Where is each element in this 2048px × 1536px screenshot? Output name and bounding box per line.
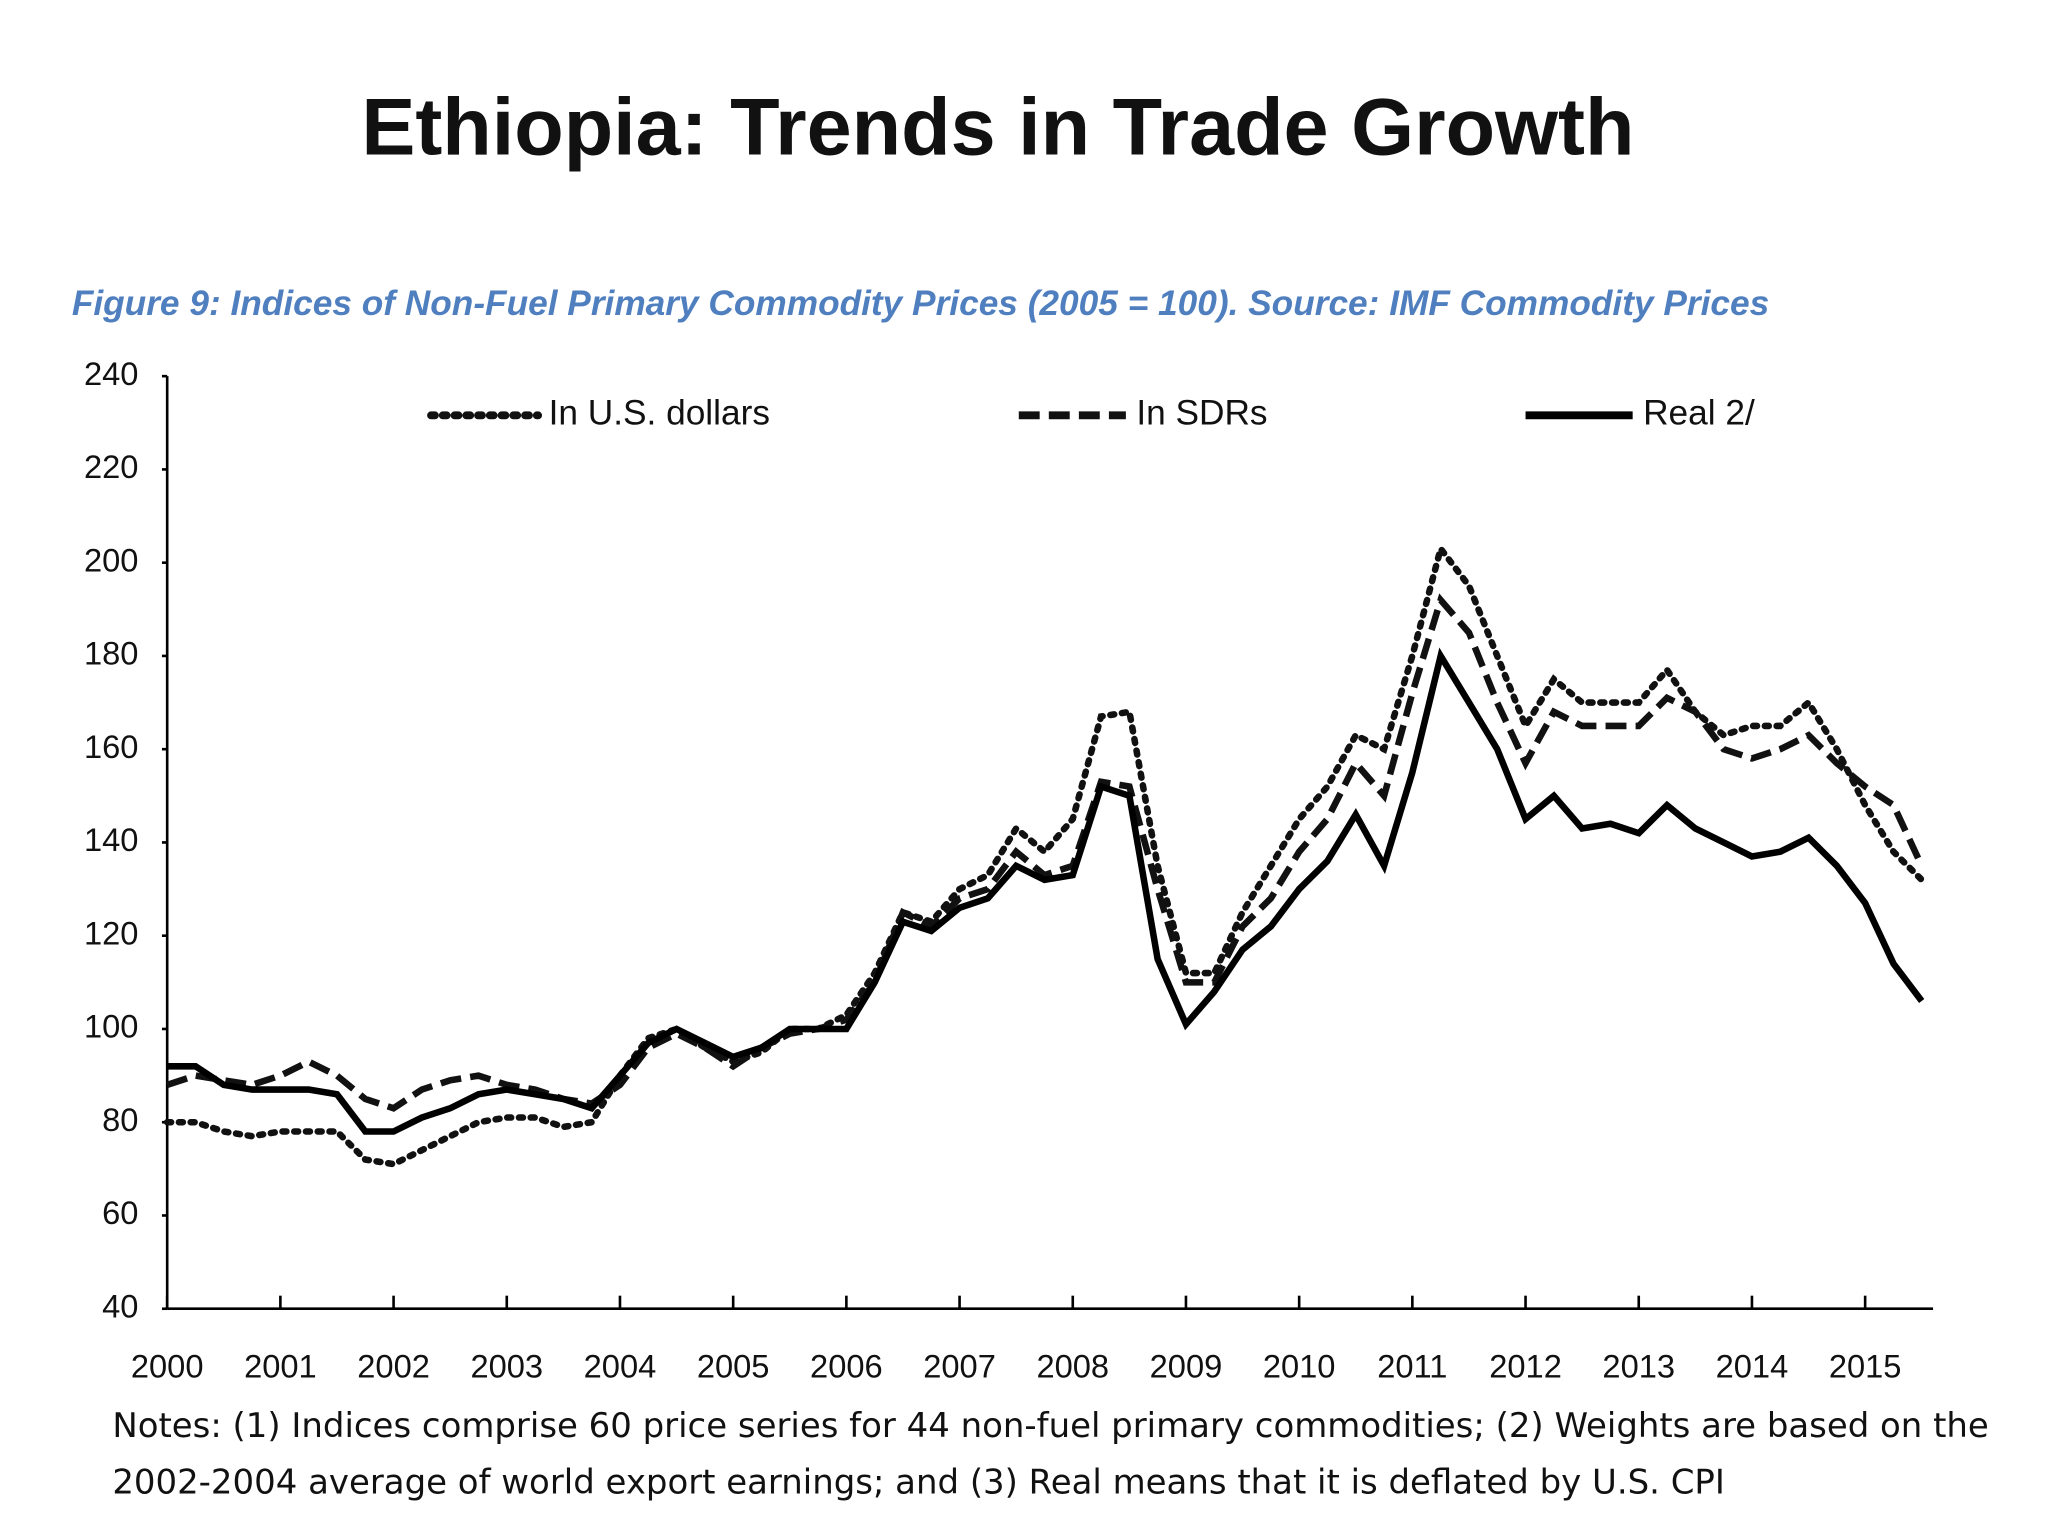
x-tick-label: 2008 (1036, 1347, 1109, 1384)
x-tick-label: 2009 (1150, 1347, 1223, 1384)
y-tick-label: 80 (102, 1101, 138, 1138)
slide-title: Ethiopia: Trends in Trade Growth (361, 83, 1634, 173)
x-tick-label: 2014 (1716, 1347, 1789, 1384)
x-tick-label: 2007 (923, 1347, 996, 1384)
note-line: 2002-2004 average of world export earnin… (112, 1462, 1725, 1502)
x-tick-label: 2013 (1602, 1347, 1675, 1384)
x-tick-label: 2005 (697, 1347, 770, 1384)
x-tick-label: 2001 (244, 1347, 317, 1384)
legend-label: Real 2/ (1643, 394, 1755, 433)
series-line (163, 541, 1925, 1168)
series-line (167, 647, 1925, 1135)
y-tick-label: 180 (84, 635, 138, 672)
x-tick-label: 2004 (584, 1347, 657, 1384)
series-line (166, 593, 1925, 1112)
x-tick-label: 2012 (1489, 1347, 1562, 1384)
legend-label: In SDRs (1136, 394, 1267, 433)
figure-caption: Figure 9: Indices of Non-Fuel Primary Co… (72, 284, 1769, 323)
y-tick-label: 220 (84, 448, 138, 485)
y-tick-label: 100 (84, 1008, 138, 1045)
x-tick-label: 2010 (1263, 1347, 1336, 1384)
note-line: Notes: (1) Indices comprise 60 price ser… (112, 1406, 1989, 1446)
y-tick-label: 60 (102, 1194, 138, 1231)
x-tick-label: 2015 (1829, 1347, 1902, 1384)
x-tick-label: 2002 (357, 1347, 430, 1384)
y-tick-label: 120 (84, 914, 138, 951)
y-tick-label: 40 (102, 1287, 138, 1324)
x-tick-label: 2000 (131, 1347, 204, 1384)
y-tick-label: 200 (84, 541, 138, 578)
y-tick-label: 160 (84, 728, 138, 765)
y-tick-label: 240 (84, 355, 138, 392)
x-tick-label: 2011 (1377, 1347, 1447, 1384)
y-tick-label: 140 (84, 821, 138, 858)
legend-label: In U.S. dollars (549, 394, 770, 433)
x-tick-label: 2003 (470, 1347, 543, 1384)
x-tick-label: 2006 (810, 1347, 883, 1384)
